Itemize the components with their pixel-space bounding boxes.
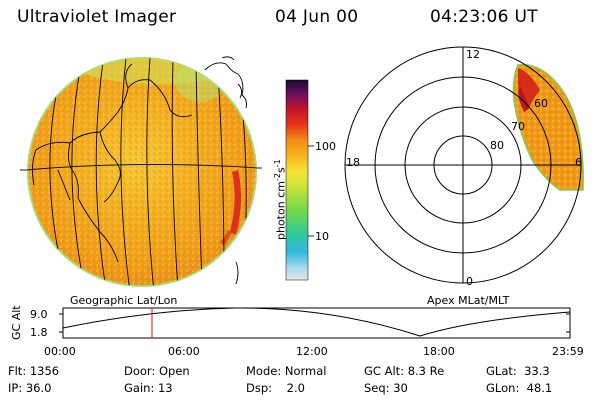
gain-field: Gain: 13 bbox=[124, 381, 173, 395]
glon-field: GLon: 48.1 bbox=[486, 381, 552, 395]
gain-label: Gain: bbox=[124, 381, 155, 395]
seq-label: Seq: bbox=[364, 381, 390, 395]
door-value: Open bbox=[158, 364, 190, 378]
door-field: Door: Open bbox=[124, 364, 190, 378]
flt-field: Flt: 1356 bbox=[8, 364, 59, 378]
ip-value: 36.0 bbox=[25, 381, 52, 395]
glon-label: GLon: bbox=[486, 381, 520, 395]
dsp-value: 2.0 bbox=[286, 381, 305, 395]
flt-label: Flt: bbox=[8, 364, 27, 378]
gcalt-value: 8.3 Re bbox=[407, 364, 445, 378]
orbit-xtick-0600: 06:00 bbox=[168, 345, 200, 358]
orbit-ytick-1-8: 1.8 bbox=[30, 326, 48, 339]
seq-field: Seq: 30 bbox=[364, 381, 408, 395]
header-date: 04 Jun 00 bbox=[275, 7, 359, 27]
ip-label: IP: bbox=[8, 381, 23, 395]
dsp-field: Dsp: 2.0 bbox=[246, 381, 305, 395]
colorbar-label-exp2: -1 bbox=[273, 159, 282, 168]
ip-field: IP: 36.0 bbox=[8, 381, 51, 395]
mlt-label-18: 18 bbox=[346, 156, 360, 169]
glat-field: GLat: 33.3 bbox=[486, 364, 550, 378]
gain-value: 13 bbox=[157, 381, 173, 395]
colorbar-tick-10: 10 bbox=[315, 230, 329, 243]
mlt-label-12: 12 bbox=[466, 48, 480, 61]
apex-caption: Apex MLat/MLT bbox=[427, 294, 510, 307]
glat-value: 33.3 bbox=[524, 364, 550, 378]
flt-value: 1356 bbox=[29, 364, 60, 378]
app-title: Ultraviolet Imager bbox=[17, 7, 177, 27]
orbit-xtick-1800: 18:00 bbox=[423, 345, 455, 358]
mode-field: Mode: Normal bbox=[246, 364, 326, 378]
mlt-label-0: 0 bbox=[466, 275, 473, 288]
mlat-label-80: 80 bbox=[490, 139, 504, 152]
gcalt-label: GC Alt: bbox=[364, 364, 405, 378]
mlt-label-6: 6 bbox=[575, 156, 582, 169]
gcalt-field: GC Alt: 8.3 Re bbox=[364, 364, 444, 378]
mode-value: Normal bbox=[284, 364, 327, 378]
colorbar-tick-100: 100 bbox=[315, 140, 336, 153]
colorbar-label: photon cm-2s-1 bbox=[273, 70, 288, 240]
glon-value: 48.1 bbox=[526, 381, 553, 395]
orbit-xtick-0000: 00:00 bbox=[44, 345, 76, 358]
geographic-caption: Geographic Lat/Lon bbox=[70, 294, 178, 307]
orbit-ylabel: GC Alt bbox=[10, 305, 23, 340]
orbit-xtick-1200: 12:00 bbox=[296, 345, 328, 358]
mlat-label-60: 60 bbox=[534, 97, 548, 110]
colorbar-label-s: s bbox=[274, 167, 288, 174]
mode-label: Mode: bbox=[246, 364, 282, 378]
door-label: Door: bbox=[124, 364, 156, 378]
orbit-xtick-2359: 23:59 bbox=[552, 345, 584, 358]
seq-value: 30 bbox=[393, 381, 408, 395]
orbit-ytick-9: 9.0 bbox=[30, 308, 48, 321]
header-time: 04:23:06 UT bbox=[430, 7, 538, 27]
colorbar-label-base: photon cm bbox=[274, 181, 288, 240]
mlat-label-70: 70 bbox=[511, 120, 525, 133]
glat-label: GLat: bbox=[486, 364, 517, 378]
dsp-label: Dsp: bbox=[246, 381, 273, 395]
colorbar-label-exp1: -2 bbox=[273, 173, 282, 182]
